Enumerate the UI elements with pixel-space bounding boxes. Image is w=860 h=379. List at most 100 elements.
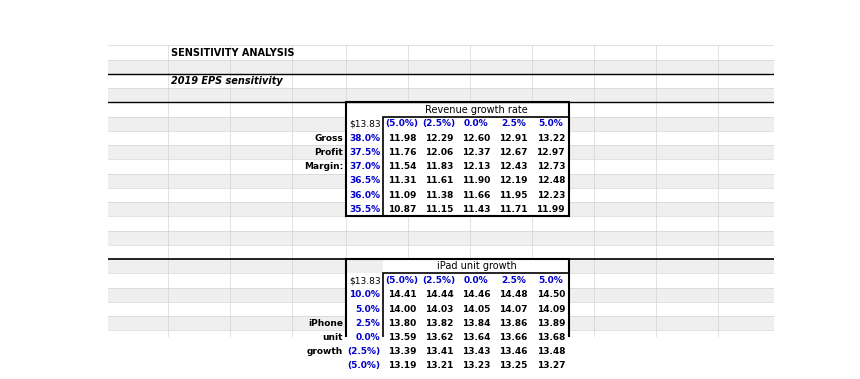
Bar bbox=[347, 288, 569, 302]
Bar bbox=[347, 345, 569, 359]
Bar bbox=[108, 231, 774, 245]
Text: 12.13: 12.13 bbox=[462, 162, 490, 171]
Bar bbox=[108, 60, 774, 74]
Text: 14.41: 14.41 bbox=[388, 290, 416, 299]
Bar bbox=[347, 316, 569, 330]
Text: 14.46: 14.46 bbox=[462, 290, 491, 299]
Text: 12.37: 12.37 bbox=[462, 148, 491, 157]
Text: 13.86: 13.86 bbox=[500, 319, 528, 328]
Text: 11.71: 11.71 bbox=[500, 205, 528, 214]
Text: unit: unit bbox=[322, 333, 343, 342]
Bar bbox=[108, 316, 774, 330]
Text: 36.0%: 36.0% bbox=[349, 191, 380, 200]
Text: 13.48: 13.48 bbox=[537, 347, 565, 356]
Text: 2.5%: 2.5% bbox=[501, 276, 526, 285]
Text: 12.67: 12.67 bbox=[500, 148, 528, 157]
Text: 11.90: 11.90 bbox=[462, 176, 490, 185]
Text: 13.39: 13.39 bbox=[388, 347, 416, 356]
Text: 11.31: 11.31 bbox=[388, 176, 416, 185]
Bar bbox=[108, 330, 774, 345]
Bar bbox=[347, 259, 569, 373]
Bar bbox=[347, 145, 569, 160]
Text: 36.5%: 36.5% bbox=[349, 176, 380, 185]
Text: 14.07: 14.07 bbox=[500, 304, 528, 313]
Text: (2.5%): (2.5%) bbox=[347, 347, 380, 356]
Text: SENSITIVITY ANALYSIS: SENSITIVITY ANALYSIS bbox=[171, 48, 294, 58]
Text: 13.84: 13.84 bbox=[462, 319, 491, 328]
Text: iPhone: iPhone bbox=[308, 319, 343, 328]
Bar bbox=[108, 202, 774, 216]
Text: 11.98: 11.98 bbox=[388, 133, 416, 143]
Text: 13.68: 13.68 bbox=[537, 333, 565, 342]
Text: 12.91: 12.91 bbox=[500, 133, 528, 143]
Bar bbox=[108, 273, 774, 288]
Text: 13.64: 13.64 bbox=[462, 333, 491, 342]
Text: 12.73: 12.73 bbox=[537, 162, 565, 171]
Text: (5.0%): (5.0%) bbox=[385, 119, 419, 128]
Text: 12.23: 12.23 bbox=[537, 191, 565, 200]
Bar bbox=[108, 160, 774, 174]
Text: 11.38: 11.38 bbox=[425, 191, 453, 200]
Text: 11.66: 11.66 bbox=[462, 191, 490, 200]
Text: 13.43: 13.43 bbox=[462, 347, 491, 356]
Bar bbox=[108, 259, 774, 273]
Text: 10.87: 10.87 bbox=[388, 205, 416, 214]
Bar bbox=[384, 259, 569, 273]
Text: 11.43: 11.43 bbox=[462, 205, 491, 214]
Bar bbox=[108, 145, 774, 160]
Text: 5.0%: 5.0% bbox=[538, 276, 563, 285]
Text: 13.66: 13.66 bbox=[500, 333, 528, 342]
Text: 13.89: 13.89 bbox=[537, 319, 565, 328]
Text: $13.83: $13.83 bbox=[349, 119, 381, 128]
Text: 13.41: 13.41 bbox=[425, 347, 453, 356]
Bar bbox=[108, 131, 774, 145]
Bar bbox=[108, 117, 774, 131]
Text: 14.00: 14.00 bbox=[388, 304, 416, 313]
Text: 37.0%: 37.0% bbox=[349, 162, 380, 171]
Text: 14.05: 14.05 bbox=[462, 304, 490, 313]
Bar bbox=[384, 273, 569, 373]
Text: (5.0%): (5.0%) bbox=[347, 362, 380, 371]
Bar bbox=[108, 88, 774, 102]
Bar bbox=[347, 330, 569, 345]
Text: iPad unit growth: iPad unit growth bbox=[437, 261, 516, 271]
Bar bbox=[108, 74, 774, 88]
Bar bbox=[347, 160, 569, 174]
Bar bbox=[108, 174, 774, 188]
Text: 11.61: 11.61 bbox=[425, 176, 453, 185]
Text: 11.95: 11.95 bbox=[500, 191, 528, 200]
Text: 5.0%: 5.0% bbox=[538, 119, 563, 128]
Bar bbox=[384, 117, 569, 216]
Bar bbox=[108, 216, 774, 231]
Text: 12.97: 12.97 bbox=[537, 148, 565, 157]
Text: 0.0%: 0.0% bbox=[464, 276, 488, 285]
Text: Profit: Profit bbox=[315, 148, 343, 157]
Text: 2.5%: 2.5% bbox=[501, 119, 526, 128]
Bar bbox=[108, 288, 774, 302]
Text: 2.5%: 2.5% bbox=[355, 319, 380, 328]
Text: 10.0%: 10.0% bbox=[349, 290, 380, 299]
Text: Gross: Gross bbox=[315, 133, 343, 143]
Text: 12.43: 12.43 bbox=[500, 162, 528, 171]
Text: 12.48: 12.48 bbox=[537, 176, 565, 185]
Text: 13.22: 13.22 bbox=[537, 133, 565, 143]
Text: 14.03: 14.03 bbox=[425, 304, 453, 313]
Bar bbox=[347, 131, 569, 145]
Text: 38.0%: 38.0% bbox=[349, 133, 380, 143]
Bar bbox=[108, 45, 774, 60]
Text: 11.83: 11.83 bbox=[425, 162, 453, 171]
Text: 14.09: 14.09 bbox=[537, 304, 565, 313]
Bar bbox=[347, 302, 569, 316]
Text: 11.54: 11.54 bbox=[388, 162, 416, 171]
Bar bbox=[347, 273, 569, 288]
Text: 37.5%: 37.5% bbox=[349, 148, 380, 157]
Bar bbox=[347, 117, 569, 131]
Text: 12.06: 12.06 bbox=[425, 148, 453, 157]
Text: 11.09: 11.09 bbox=[388, 191, 416, 200]
Text: 13.21: 13.21 bbox=[425, 362, 453, 371]
Bar bbox=[108, 302, 774, 316]
Bar bbox=[108, 245, 774, 259]
Text: 0.0%: 0.0% bbox=[464, 119, 488, 128]
Text: 13.59: 13.59 bbox=[388, 333, 416, 342]
Bar bbox=[347, 202, 569, 216]
